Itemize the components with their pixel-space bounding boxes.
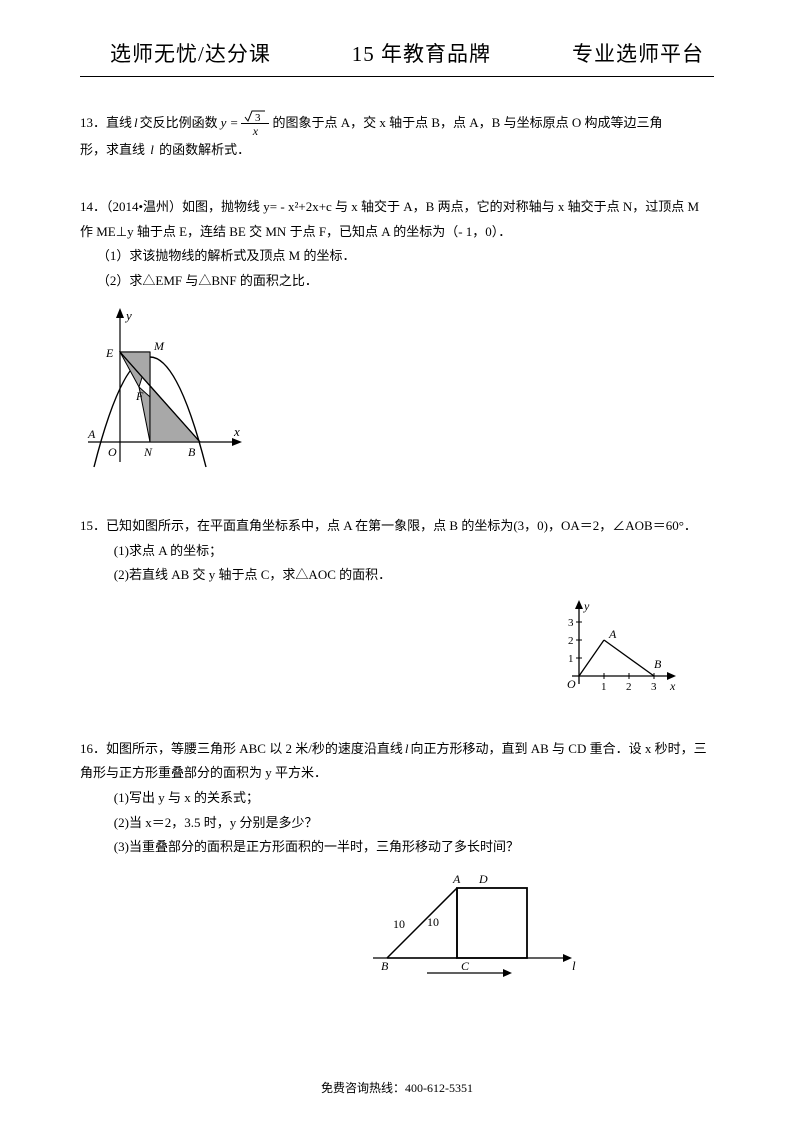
q15-label-x: x: [669, 679, 676, 693]
q16-label-l: l: [572, 958, 576, 973]
q16-line1: 16．如图所示，等腰三角形 ABC 以 2 米/秒的速度沿直线l向正方形移动，直…: [80, 737, 714, 786]
q16-figure: A D B C 10 10 l: [80, 868, 714, 997]
q16-line3: (2)当 x＝2，3.5 时，y 分别是多少？: [80, 811, 714, 836]
q16-label-D: D: [478, 872, 488, 886]
sqrt3-icon: 3: [244, 109, 266, 123]
q15-label-y: y: [583, 599, 590, 613]
q16-l-symbol: l: [405, 741, 409, 756]
svg-text:3: 3: [255, 112, 261, 123]
q15-tx2: 2: [626, 681, 632, 693]
q13-text-3: 的图象于点 A，交 x 轴于点 B，点 A，B 与坐标原点 O 构成等边三角: [272, 111, 662, 136]
q13-text-1: 13．直线: [80, 111, 132, 136]
q15-ty2: 2: [568, 635, 574, 647]
q13-frac-num: 3: [241, 109, 269, 124]
q15-ty3: 3: [568, 617, 574, 629]
q13-text-2: 交反比例函数: [140, 111, 218, 136]
q14-label-E: E: [105, 346, 114, 360]
q14-label-M: M: [153, 339, 165, 353]
q16-line2: (1)写出 y 与 x 的关系式；: [80, 786, 714, 811]
q16-label-10b: 10: [427, 915, 439, 929]
q13-l-symbol: l: [134, 111, 138, 136]
q16-line4: (3)当重叠部分的面积是正方形面积的一半时，三角形移动了多长时间？: [80, 835, 714, 860]
q15-figure: y x O A B 1 2 3 1 2 3: [80, 596, 714, 705]
q13-fraction: 3 x: [241, 109, 269, 138]
q14-parabola-diagram: y x E M F A O N B: [80, 302, 250, 482]
header-center: 15 年教育品牌: [352, 38, 491, 68]
q14-label-y: y: [124, 308, 132, 323]
q14-line1: 14．（2014•温州）如图，抛物线 y= - x²+2x+c 与 x 轴交于 …: [80, 195, 714, 244]
q16-l1a: 16．如图所示，等腰三角形 ABC 以 2 米/秒的速度沿直线: [80, 741, 403, 756]
q13-line2a: 形，求直线: [80, 142, 145, 157]
q13-eq-lhs: y =: [221, 111, 239, 136]
page-header: 选师无忧/达分课 15 年教育品牌 专业选师平台: [80, 38, 714, 77]
q13-line2b: 的函数解析式．: [159, 142, 250, 157]
q15-coord-diagram: y x O A B 1 2 3 1 2 3: [554, 596, 684, 696]
q13-frac-den: x: [250, 124, 261, 138]
content-area: 13．直线 l 交反比例函数 y = 3 x 的图象于点 A，交 x 轴于点 B…: [80, 77, 714, 997]
q15-ty1: 1: [568, 653, 574, 665]
header-right: 专业选师平台: [572, 38, 704, 68]
page-footer: 免费咨询热线：400-612-5351: [0, 1079, 794, 1096]
header-left: 选师无忧/达分课: [110, 38, 271, 68]
q14-line2: （1）求该抛物线的解析式及顶点 M 的坐标．: [80, 244, 714, 269]
q14-label-N: N: [143, 445, 153, 459]
q15-line3: (2)若直线 AB 交 y 轴于点 C，求△AOC 的面积．: [80, 563, 714, 588]
q14-label-x: x: [233, 424, 240, 439]
q15-label-O: O: [567, 677, 576, 691]
q14-line3: （2）求△EMF 与△BNF 的面积之比．: [80, 269, 714, 294]
q14-label-F: F: [135, 389, 144, 403]
q15-line2: (1)求点 A 的坐标；: [80, 539, 714, 564]
q16-triangle-square-diagram: A D B C 10 10 l: [367, 868, 587, 988]
q14-figure: y x E M F A O N B: [80, 302, 714, 482]
q15-line1: 15．已知如图所示，在平面直角坐标系中，点 A 在第一象限，点 B 的坐标为(3…: [80, 514, 714, 539]
q15-tx1: 1: [601, 681, 607, 693]
q14-label-O: O: [108, 445, 117, 459]
q15-label-B: B: [654, 657, 662, 671]
q15-label-A: A: [608, 627, 617, 641]
q16-label-B: B: [381, 959, 389, 973]
q14-label-B: B: [188, 445, 196, 459]
q16-label-A: A: [452, 872, 461, 886]
q13-l-symbol-2: l: [150, 142, 154, 157]
q16-label-C: C: [461, 959, 470, 973]
question-16: 16．如图所示，等腰三角形 ABC 以 2 米/秒的速度沿直线l向正方形移动，直…: [80, 737, 714, 997]
q14-label-A: A: [87, 427, 96, 441]
question-14: 14．（2014•温州）如图，抛物线 y= - x²+2x+c 与 x 轴交于 …: [80, 195, 714, 482]
q16-label-10a: 10: [393, 917, 405, 931]
question-13: 13．直线 l 交反比例函数 y = 3 x 的图象于点 A，交 x 轴于点 B…: [80, 109, 714, 163]
question-15: 15．已知如图所示，在平面直角坐标系中，点 A 在第一象限，点 B 的坐标为(3…: [80, 514, 714, 705]
q15-tx3: 3: [651, 681, 657, 693]
